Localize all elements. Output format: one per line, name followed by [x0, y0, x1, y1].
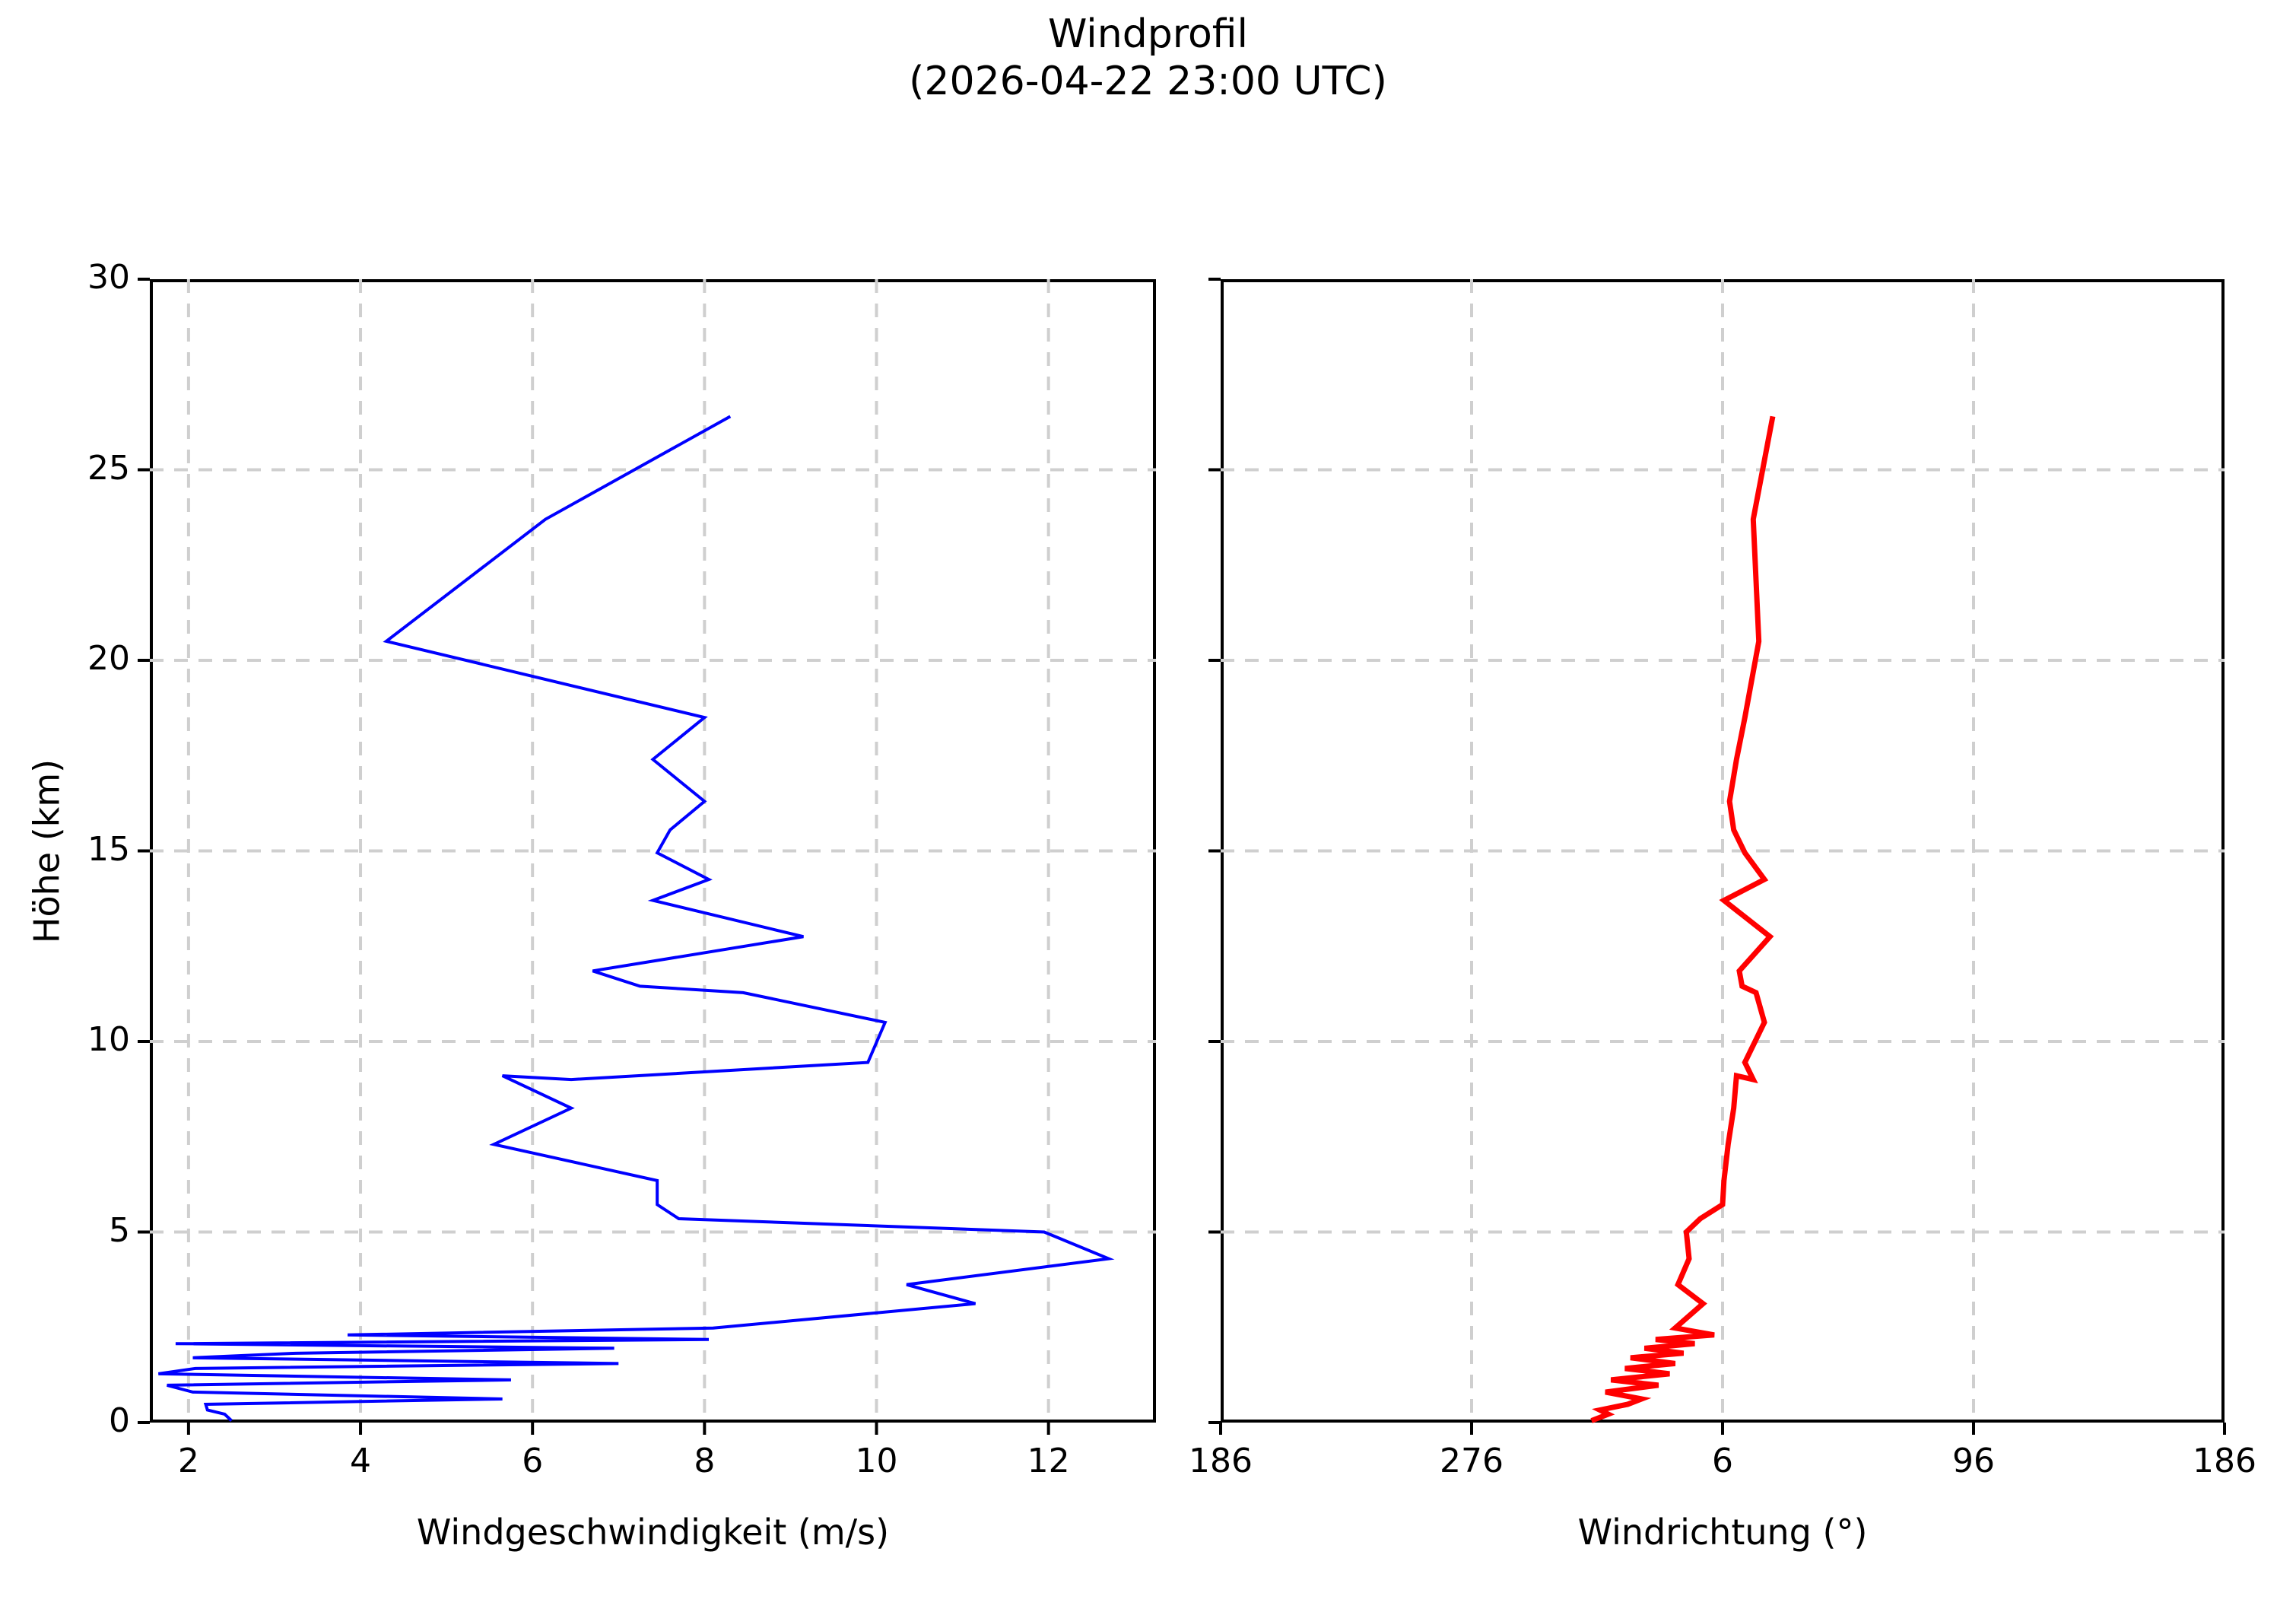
wind-direction-xaxis-label: Windrichtung (°) [1577, 1512, 1868, 1553]
x-tick-label: 4 [350, 1442, 372, 1480]
x-tick-label: 12 [1027, 1442, 1070, 1480]
x-tick-label: 2 [177, 1442, 199, 1480]
x-tick-label: 8 [694, 1442, 716, 1480]
x-tick-label: 186 [1189, 1442, 1253, 1480]
x-tick-label: 6 [1712, 1442, 1733, 1480]
y-tick-label: 15 [87, 829, 130, 869]
wind-direction-series [1590, 415, 1776, 1423]
figure-title: Windprofil (2026-04-22 23:00 UTC) [0, 11, 2296, 105]
figure-title-line2: (2026-04-22 23:00 UTC) [909, 59, 1387, 104]
y-tick-label: 25 [87, 448, 130, 488]
x-tick-label: 96 [1952, 1442, 1995, 1480]
x-tick-label: 186 [2193, 1442, 2256, 1480]
wind-speed-series [158, 415, 1115, 1422]
wind-speed-xaxis-label: Windgeschwindigkeit (m/s) [416, 1512, 890, 1553]
y-tick-label: 20 [87, 639, 130, 678]
y-tick-label: 30 [87, 258, 130, 297]
y-tick-label: 5 [109, 1210, 130, 1250]
x-tick-label: 6 [522, 1442, 544, 1480]
y-tick-label: 10 [87, 1020, 130, 1059]
x-tick-label: 276 [1440, 1442, 1504, 1480]
y-tick-label: 0 [109, 1401, 130, 1440]
x-tick-label: 10 [855, 1442, 898, 1480]
figure-title-line1: Windprofil [1048, 11, 1248, 57]
